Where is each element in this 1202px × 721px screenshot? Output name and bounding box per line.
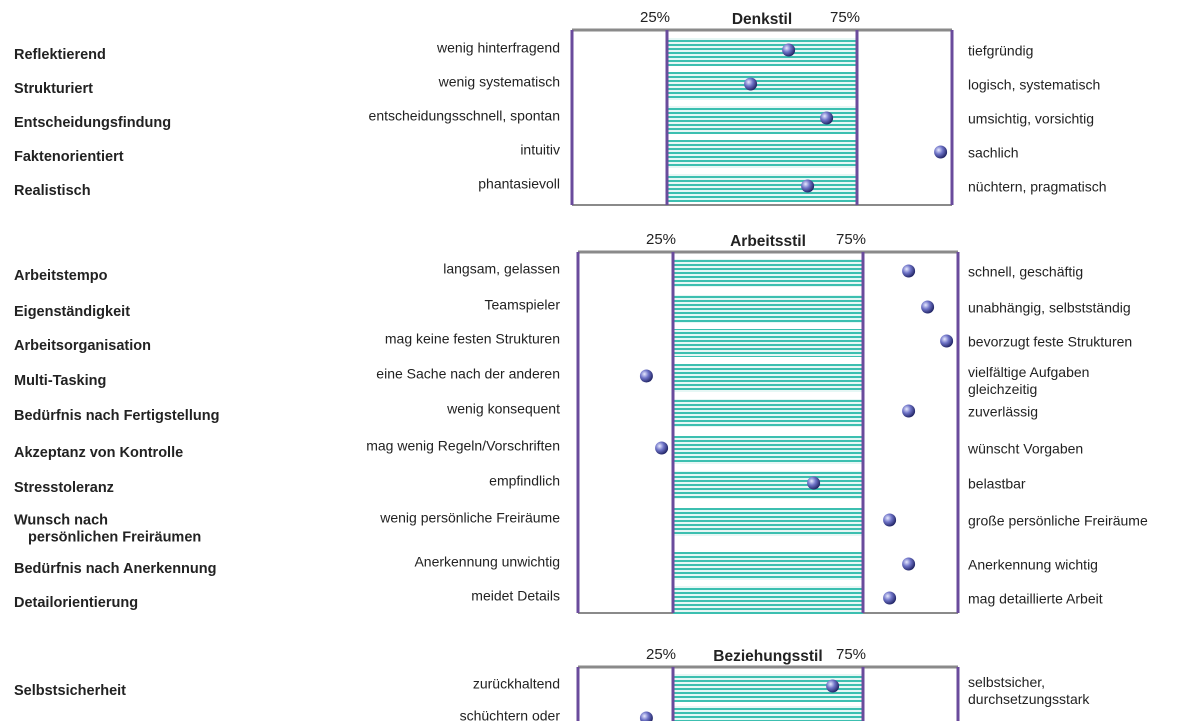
label-text: Wunsch nach xyxy=(14,512,108,528)
right-pole: bevorzugt feste Strukturen xyxy=(968,334,1132,350)
tick-label: 75% xyxy=(836,231,866,248)
score-dot xyxy=(655,441,669,455)
label-text: Multi-Tasking xyxy=(14,373,106,389)
left-pole: intuitiv xyxy=(520,142,560,158)
right-pole: Anerkennung wichtig xyxy=(968,557,1098,573)
label-text: Arbeitsorganisation xyxy=(14,338,151,354)
label-text: Selbstsicherheit xyxy=(14,683,126,699)
right-pole: belastbar xyxy=(968,476,1026,492)
score-dot xyxy=(902,404,916,418)
band xyxy=(673,706,863,721)
band xyxy=(673,399,863,427)
score-dot xyxy=(921,300,935,314)
left-pole: wenig konsequent xyxy=(446,401,560,417)
label-text: Faktenorientiert xyxy=(14,149,124,165)
right-pole: selbstsicher, xyxy=(968,674,1045,690)
label-text: Eigenständigkeit xyxy=(14,304,130,320)
left-pole: mag wenig Regeln/Vorschriften xyxy=(366,438,560,454)
right-pole: durchsetzungsstark xyxy=(968,691,1090,707)
right-pole: sachlich xyxy=(968,145,1019,161)
band xyxy=(667,72,857,100)
section-title: Denkstil xyxy=(732,11,792,28)
left-pole: meidet Details xyxy=(471,588,560,604)
right-pole: umsichtig, vorsichtig xyxy=(968,111,1094,127)
right-pole: gleichzeitig xyxy=(968,381,1037,397)
label-text: Arbeitstempo xyxy=(14,268,108,284)
left-pole: Anerkennung unwichtig xyxy=(414,554,560,570)
score-dot xyxy=(826,679,840,693)
right-pole: unabhängig, selbstständig xyxy=(968,300,1131,316)
right-pole: logisch, systematisch xyxy=(968,77,1100,93)
band xyxy=(673,436,863,464)
left-pole: wenig systematisch xyxy=(438,74,560,90)
right-pole: tiefgründig xyxy=(968,43,1033,59)
tick-label: 25% xyxy=(646,231,676,248)
label-text: Bedürfnis nach Fertigstellung xyxy=(14,408,219,424)
band xyxy=(673,471,863,499)
label-text: Bedürfnis nach Anerkennung xyxy=(14,561,216,577)
score-dot xyxy=(883,513,897,527)
left-pole: wenig persönliche Freiräume xyxy=(379,510,560,526)
label-text: Reflektierend xyxy=(14,47,106,63)
tick-label: 25% xyxy=(646,646,676,663)
label-text: Entscheidungsfindung xyxy=(14,115,171,131)
score-dot xyxy=(639,369,653,383)
left-pole: eine Sache nach der anderen xyxy=(376,366,560,382)
band xyxy=(673,552,863,580)
band xyxy=(667,174,857,202)
band xyxy=(673,586,863,614)
left-pole: phantasievoll xyxy=(478,176,560,192)
score-dot xyxy=(820,111,834,125)
label-text: Stresstoleranz xyxy=(14,480,114,496)
right-pole: mag detaillierte Arbeit xyxy=(968,591,1103,607)
section-title: Arbeitsstil xyxy=(730,233,806,250)
label-text: Realistisch xyxy=(14,183,91,199)
band xyxy=(673,259,863,287)
right-pole: große persönliche Freiräume xyxy=(968,513,1148,529)
band xyxy=(673,329,863,357)
score-dot xyxy=(902,557,916,571)
left-pole: zurückhaltend xyxy=(473,676,560,692)
right-pole: wünscht Vorgaben xyxy=(967,441,1083,457)
band xyxy=(673,364,863,392)
left-pole: mag keine festen Strukturen xyxy=(385,331,560,347)
tick-label: 75% xyxy=(836,646,866,663)
score-dot xyxy=(782,43,796,57)
score-dot xyxy=(639,711,653,721)
score-dot xyxy=(934,145,948,159)
tick-label: 25% xyxy=(640,9,670,26)
left-pole: empfindlich xyxy=(489,473,560,489)
score-dot xyxy=(801,179,815,193)
left-pole: schüchtern oder xyxy=(460,708,561,721)
band xyxy=(667,140,857,168)
score-dot xyxy=(744,77,758,91)
label-text: Akzeptanz von Kontrolle xyxy=(14,445,183,461)
label-text: Strukturiert xyxy=(14,81,93,97)
score-dot xyxy=(940,334,954,348)
band xyxy=(673,508,863,536)
score-dot xyxy=(883,591,897,605)
right-pole: schnell, geschäftig xyxy=(968,264,1083,280)
left-pole: wenig hinterfragend xyxy=(436,40,560,56)
label-text: Detailorientierung xyxy=(14,595,138,611)
band xyxy=(673,295,863,323)
left-pole: langsam, gelassen xyxy=(443,261,560,277)
right-pole: zuverlässig xyxy=(968,404,1038,420)
score-dot xyxy=(807,476,821,490)
tick-label: 75% xyxy=(830,9,860,26)
right-pole: vielfältige Aufgaben xyxy=(968,364,1089,380)
label-text: persönlichen Freiräumen xyxy=(28,529,201,545)
section-title: Beziehungsstil xyxy=(713,648,822,665)
score-dot xyxy=(902,264,916,278)
left-pole: entscheidungsschnell, spontan xyxy=(369,108,560,124)
band xyxy=(667,38,857,66)
right-pole: nüchtern, pragmatisch xyxy=(968,179,1107,195)
left-pole: Teamspieler xyxy=(485,297,561,313)
